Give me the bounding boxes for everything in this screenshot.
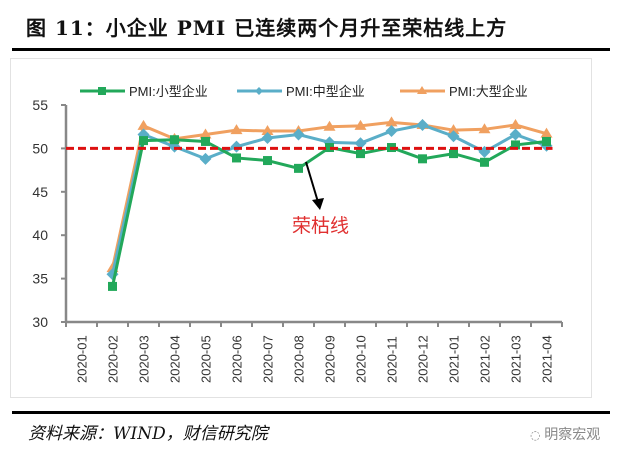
square-marker	[201, 136, 210, 146]
triangle-marker	[230, 124, 243, 135]
x-tick-label: 2020-01	[75, 335, 90, 383]
diamond-marker	[509, 128, 522, 141]
x-tick-label: 2020-02	[106, 335, 121, 383]
triangle-marker	[199, 128, 212, 139]
watermark: ◌ 明察宏观	[530, 427, 601, 443]
arrow-line	[305, 161, 319, 203]
x-tick-label: 2020-03	[137, 335, 152, 383]
source-divider	[12, 411, 610, 414]
diamond-marker	[261, 131, 274, 144]
diamond-marker	[385, 125, 398, 138]
square-marker	[170, 135, 179, 145]
x-tick-label: 2020-08	[292, 335, 307, 383]
diamond-marker	[292, 128, 305, 141]
square-marker	[325, 143, 334, 153]
diamond-marker	[199, 152, 212, 165]
legend-label: PMI:中型企业	[286, 84, 365, 99]
x-tick-label: 2021-02	[478, 335, 493, 383]
triangle-marker	[323, 120, 336, 131]
diamond-marker	[230, 140, 243, 153]
source-note: 资料来源：WIND，财信研究院	[28, 424, 268, 444]
y-tick-label: 30	[32, 314, 48, 330]
threshold-label: 荣枯线	[292, 215, 349, 237]
square-marker	[449, 149, 458, 159]
diamond-marker	[447, 130, 460, 143]
title-divider	[12, 48, 610, 51]
x-tick-label: 2021-03	[509, 335, 524, 383]
chart-frame	[10, 58, 592, 398]
triangle-marker	[354, 119, 367, 130]
square-marker	[263, 156, 272, 166]
x-tick-label: 2020-04	[168, 335, 183, 383]
square-marker	[356, 149, 365, 159]
x-tick-label: 2021-01	[447, 335, 462, 383]
x-tick-label: 2020-05	[199, 335, 214, 383]
triangle-marker	[478, 123, 491, 134]
square-marker	[232, 153, 241, 163]
wechat-icon: ◌	[530, 428, 545, 442]
y-tick-label: 35	[32, 271, 48, 287]
triangle-marker	[509, 118, 522, 129]
triangle-marker	[540, 127, 553, 138]
y-tick-label: 50	[32, 140, 48, 156]
square-marker	[108, 281, 117, 291]
diamond-marker	[354, 137, 367, 150]
figure-title: 图 11：小企业 PMI 已连续两个月升至荣枯线上方	[26, 16, 508, 40]
diamond-marker	[416, 118, 429, 131]
x-tick-label: 2020-06	[230, 335, 245, 383]
legend-label: PMI:小型企业	[129, 84, 208, 99]
y-tick-label: 55	[32, 97, 48, 113]
square-marker	[480, 157, 489, 167]
triangle-marker	[447, 124, 460, 135]
x-tick-label: 2020-11	[385, 336, 400, 383]
square-marker	[294, 163, 303, 173]
arrow-head-icon	[312, 198, 324, 210]
x-tick-label: 2020-09	[323, 335, 338, 383]
square-marker	[418, 154, 427, 164]
x-tick-label: 2021-04	[540, 335, 555, 383]
square-marker	[542, 136, 551, 146]
y-tick-label: 40	[32, 227, 48, 243]
triangle-marker	[137, 119, 150, 130]
triangle-marker	[261, 125, 274, 136]
square-marker	[139, 136, 148, 146]
legend-label: PMI:大型企业	[449, 84, 528, 99]
x-tick-label: 2020-12	[416, 335, 431, 383]
square-marker	[511, 140, 520, 150]
triangle-marker	[385, 116, 398, 127]
x-tick-label: 2020-07	[261, 335, 276, 383]
x-tick-label: 2020-10	[354, 335, 369, 383]
y-tick-label: 45	[32, 184, 48, 200]
